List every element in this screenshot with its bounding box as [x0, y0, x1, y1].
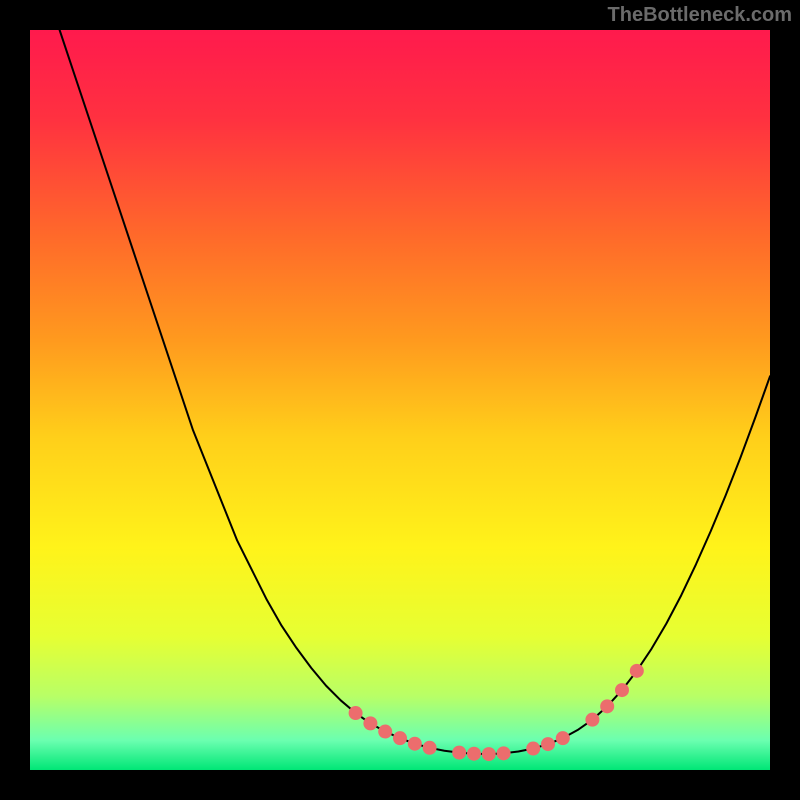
watermark-text: TheBottleneck.com	[608, 4, 792, 27]
bottleneck-curve-chart	[0, 0, 800, 800]
chart-container: TheBottleneck.com	[0, 0, 800, 800]
